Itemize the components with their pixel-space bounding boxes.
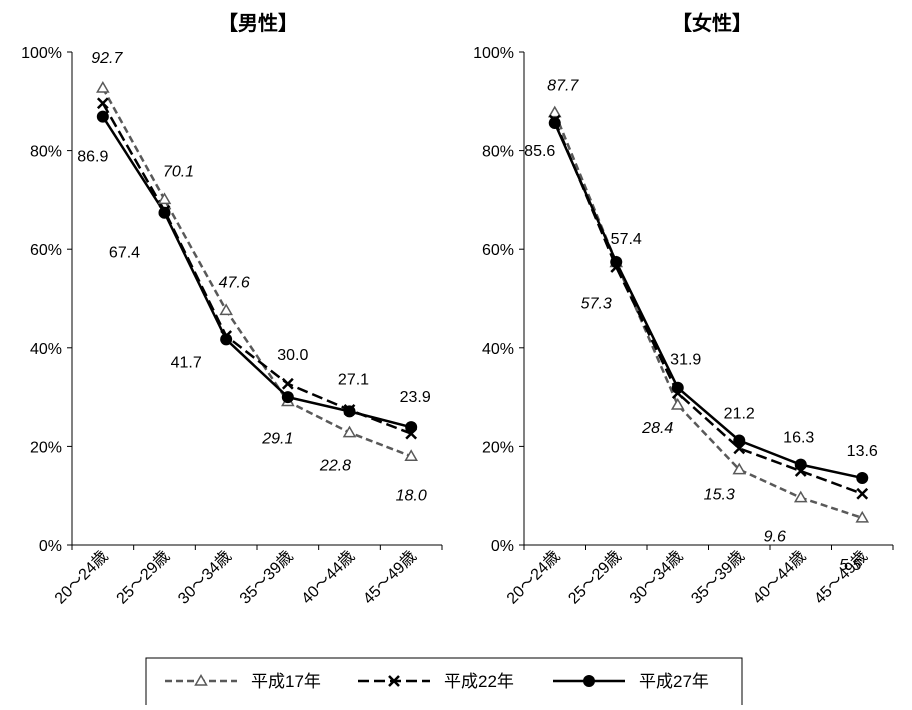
x-category-label: 25～29歳 bbox=[113, 547, 174, 608]
legend: 平成17年 平成22年 平成27年 bbox=[145, 657, 743, 707]
legend-label: 平成27年 bbox=[639, 672, 709, 691]
series-line-2 bbox=[553, 122, 863, 480]
y-tick-label: 0% bbox=[39, 538, 62, 555]
data-label: 57.4 bbox=[611, 231, 642, 248]
data-label: 23.9 bbox=[400, 389, 431, 406]
circle-marker bbox=[281, 391, 294, 404]
data-label: 70.1 bbox=[163, 163, 194, 180]
triangle-marker bbox=[342, 425, 357, 438]
data-label: 47.6 bbox=[219, 274, 250, 291]
triangle-marker bbox=[157, 192, 172, 205]
circle-marker bbox=[548, 116, 561, 129]
y-tick-label: 80% bbox=[482, 144, 514, 161]
x-category-label: 45～49歳 bbox=[359, 547, 420, 608]
triangle-marker bbox=[547, 105, 562, 118]
data-label: 86.9 bbox=[77, 149, 108, 166]
data-label: 41.7 bbox=[171, 354, 202, 371]
data-label: 30.0 bbox=[277, 347, 308, 364]
triangle-marker bbox=[793, 490, 808, 503]
circle-marker bbox=[343, 405, 356, 418]
circle-marker bbox=[220, 333, 233, 346]
data-label: 28.4 bbox=[641, 420, 673, 437]
data-label: 9.6 bbox=[764, 529, 786, 546]
y-tick-label: 0% bbox=[491, 538, 514, 555]
circle-marker bbox=[96, 110, 109, 123]
legend-item: 平成27年 bbox=[553, 672, 709, 691]
triangle-marker bbox=[732, 462, 747, 475]
x-category-label: 40～44歳 bbox=[749, 547, 810, 608]
x-category-label: 20～24歳 bbox=[503, 547, 564, 608]
data-label: 57.3 bbox=[581, 296, 612, 313]
chart-female: 【女性】 0% 20% 40% 60% 80% 100% 20～24歳 25～29歳 30～34歳… bbox=[473, 11, 894, 608]
data-label: 13.6 bbox=[847, 443, 878, 460]
y-tick-label: 20% bbox=[30, 439, 62, 456]
x-marker bbox=[281, 377, 294, 390]
data-label: 85.6 bbox=[524, 143, 555, 160]
y-tick-label: 40% bbox=[30, 341, 62, 358]
legend-label: 平成22年 bbox=[444, 672, 514, 691]
legend-triangle-marker bbox=[194, 674, 208, 686]
data-label: 21.2 bbox=[724, 405, 755, 422]
circle-marker bbox=[856, 471, 869, 484]
legend-label: 平成17年 bbox=[251, 672, 321, 691]
chart-title: 【女性】 bbox=[672, 11, 752, 35]
legend-x-marker bbox=[388, 675, 400, 687]
y-tick-label: 60% bbox=[30, 242, 62, 259]
chart-male: 【男性】 0% 20% 40% 60% 80% 100% 20～24歳 25～29歳 30～34歳… bbox=[21, 12, 443, 608]
x-category-label: 35～39歳 bbox=[688, 547, 749, 608]
x-category-label: 35～39歳 bbox=[236, 547, 297, 608]
series-line-2 bbox=[101, 115, 412, 429]
series-line-1 bbox=[553, 120, 863, 495]
x-category-label: 25～29歳 bbox=[565, 547, 626, 608]
circle-marker bbox=[671, 381, 684, 394]
circle-marker bbox=[733, 434, 746, 447]
y-tick-label: 40% bbox=[482, 341, 514, 358]
data-label: 87.7 bbox=[547, 78, 579, 95]
legend-item: 平成17年 bbox=[165, 672, 321, 691]
data-label: 5.5 bbox=[839, 557, 861, 574]
data-label: 18.0 bbox=[396, 487, 427, 504]
x-marker bbox=[856, 487, 869, 500]
data-label: 27.1 bbox=[338, 371, 369, 388]
circle-marker bbox=[405, 421, 418, 434]
y-tick-label: 80% bbox=[30, 144, 62, 161]
x-category-label: 30～34歳 bbox=[626, 547, 687, 608]
y-tick-label: 60% bbox=[482, 242, 514, 259]
circle-marker bbox=[610, 256, 623, 269]
legend-item: 平成22年 bbox=[358, 672, 514, 691]
data-label: 31.9 bbox=[670, 352, 701, 369]
triangle-marker bbox=[404, 449, 418, 462]
data-label: 15.3 bbox=[704, 487, 735, 504]
triangle-marker bbox=[855, 510, 870, 523]
data-label: 16.3 bbox=[783, 430, 814, 447]
x-category-label: 40～44歳 bbox=[298, 547, 359, 608]
data-label: 92.7 bbox=[91, 50, 123, 67]
x-category-label: 20～24歳 bbox=[51, 547, 112, 608]
triangle-marker bbox=[96, 80, 110, 93]
legend-box bbox=[145, 657, 743, 707]
x-marker bbox=[96, 97, 109, 110]
x-category-label: 30～34歳 bbox=[174, 547, 235, 608]
y-tick-label: 100% bbox=[473, 45, 514, 62]
triangle-marker bbox=[670, 397, 685, 410]
legend-circle-marker bbox=[583, 675, 595, 687]
data-label: 22.8 bbox=[319, 458, 351, 475]
series-line-0 bbox=[553, 112, 863, 520]
triangle-marker bbox=[219, 303, 233, 316]
data-label: 67.4 bbox=[109, 245, 140, 262]
chart-title: 【男性】 bbox=[218, 12, 298, 35]
circle-marker bbox=[794, 458, 807, 471]
circle-marker bbox=[158, 206, 171, 219]
y-tick-label: 20% bbox=[482, 439, 514, 456]
series-line-0 bbox=[101, 87, 412, 458]
y-tick-label: 100% bbox=[21, 45, 62, 62]
data-label: 29.1 bbox=[261, 431, 293, 448]
